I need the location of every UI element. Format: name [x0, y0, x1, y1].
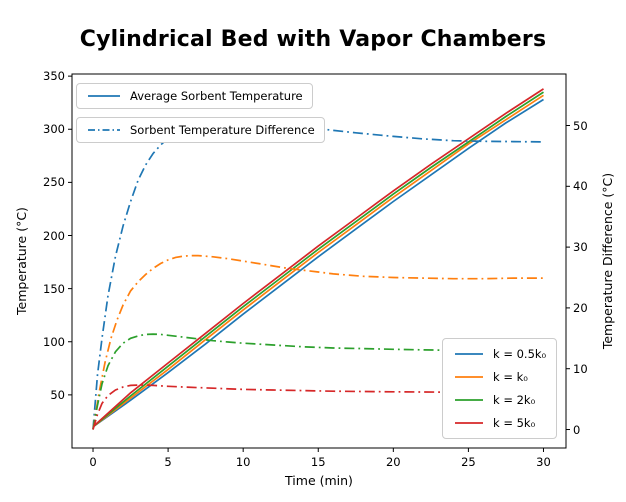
- left-tick-50: 50: [50, 387, 65, 402]
- right-tick-50: 50: [573, 118, 588, 133]
- right-tick-10: 10: [573, 361, 588, 376]
- right-tick-40: 40: [573, 179, 588, 194]
- chart-title: Cylindrical Bed with Vapor Chambers: [79, 27, 547, 52]
- orange-line-sample-icon: [455, 376, 483, 378]
- series-line-6: [92, 333, 544, 430]
- series-line-7: [92, 384, 544, 430]
- left-tick-350: 350: [43, 69, 65, 84]
- legend-label: k = 0.5k₀: [493, 347, 547, 361]
- blue-line-sample-icon: [455, 353, 483, 355]
- legend-sorbent-temperature-difference: Sorbent Temperature Difference: [76, 117, 325, 143]
- series-line-0: [92, 98, 544, 428]
- series-line-1: [92, 94, 544, 428]
- series-line-3: [92, 88, 544, 428]
- x-tick-30: 30: [536, 455, 551, 469]
- left-axis-label: Temperature (°C): [14, 207, 29, 315]
- plot-border: [71, 73, 567, 449]
- dashdot-line-sample-icon: [88, 129, 120, 131]
- right-axis-label: Temperature Difference (°C): [600, 172, 615, 350]
- legend-label: Sorbent Temperature Difference: [130, 123, 315, 137]
- legend-label: k = 5k₀: [493, 416, 536, 430]
- legend-item-k-0.5k0: k = 0.5k₀: [453, 347, 546, 361]
- legend-label: Average Sorbent Temperature: [130, 89, 303, 103]
- red-line-sample-icon: [455, 422, 483, 424]
- left-tick-100: 100: [43, 334, 65, 349]
- left-tick-200: 200: [43, 228, 65, 243]
- legend-item-k-k0: k = k₀: [453, 370, 528, 384]
- x-axis-label: Time (min): [285, 473, 353, 488]
- legend-k-values: k = 0.5k₀ k = k₀ k = 2k₀ k = 5k₀: [442, 338, 558, 439]
- green-line-sample-icon: [455, 399, 483, 401]
- left-tick-300: 300: [43, 122, 65, 137]
- x-tick-0: 0: [89, 455, 97, 469]
- right-tick-0: 0: [573, 422, 581, 437]
- x-tick-10: 10: [235, 455, 251, 469]
- series-line-2: [92, 91, 544, 428]
- legend-average-sorbent-temperature: Average Sorbent Temperature: [76, 83, 313, 109]
- legend-label: k = 2k₀: [493, 393, 536, 407]
- legend-item-k-5k0: k = 5k₀: [453, 416, 535, 430]
- left-tick-250: 250: [43, 175, 65, 190]
- legend-item-k-2k0: k = 2k₀: [453, 393, 535, 407]
- left-tick-150: 150: [43, 281, 65, 296]
- x-tick-5: 5: [164, 455, 172, 469]
- solid-line-sample-icon: [88, 95, 120, 97]
- right-tick-20: 20: [573, 300, 588, 315]
- x-tick-25: 25: [461, 455, 476, 469]
- right-tick-30: 30: [573, 240, 588, 255]
- x-tick-20: 20: [385, 455, 401, 469]
- series-line-5: [92, 254, 544, 430]
- x-tick-15: 15: [310, 455, 326, 469]
- legend-label: k = k₀: [493, 370, 528, 384]
